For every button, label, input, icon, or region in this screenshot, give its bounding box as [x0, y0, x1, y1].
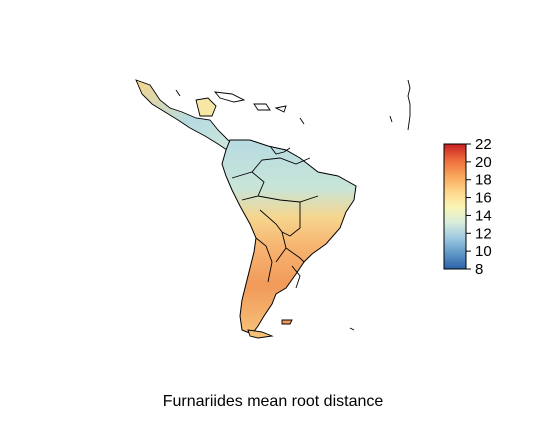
country-borders [231, 145, 319, 289]
colorbar-gradient [443, 143, 467, 270]
colorbar-tick-label: 8 [475, 261, 483, 278]
south-america-region [221, 139, 357, 335]
small-island [349, 327, 355, 331]
map-title: Furnariides mean root distance [162, 393, 384, 410]
colorbar-tick-label: 16 [475, 190, 492, 207]
colorbar-tick-label: 12 [475, 225, 492, 242]
yucatan-region [195, 97, 217, 117]
colorbar-tick-label: 10 [475, 243, 492, 260]
colorbar-tick-label: 18 [475, 172, 492, 189]
colorbar-tick-label: 22 [475, 136, 492, 153]
tierra-del-fuego [247, 329, 274, 339]
colorbar-tick-label: 14 [475, 207, 492, 224]
caribbean-islands [175, 79, 411, 131]
falkland-islands [281, 319, 293, 325]
colorbar-tick-label: 20 [475, 154, 492, 171]
